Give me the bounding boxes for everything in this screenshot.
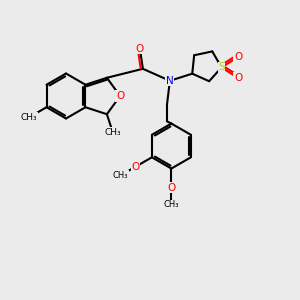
Text: S: S [218,62,225,72]
Text: CH₃: CH₃ [21,113,37,122]
Text: O: O [131,162,140,172]
Text: O: O [234,73,242,83]
Text: CH₃: CH₃ [113,171,128,180]
Text: CH₃: CH₃ [104,128,121,137]
Text: O: O [116,91,124,101]
Text: O: O [234,52,242,62]
Text: N: N [166,76,174,86]
Text: CH₃: CH₃ [164,200,179,209]
Text: O: O [167,183,175,193]
Text: O: O [136,44,144,53]
